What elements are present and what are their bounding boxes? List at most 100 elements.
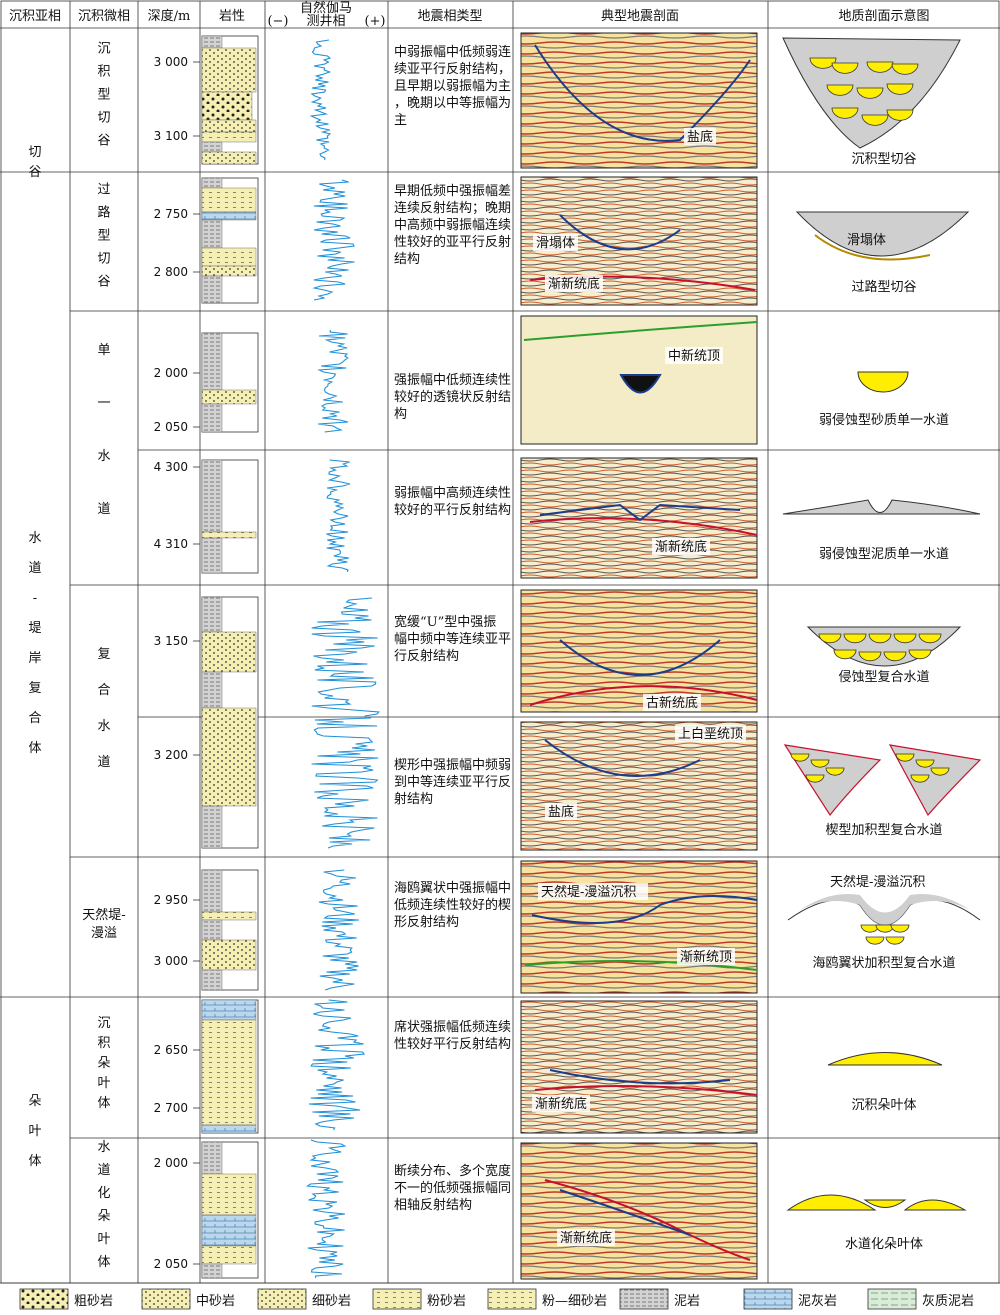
microfacies-label: 型 bbox=[97, 229, 110, 244]
seismic-label-bg bbox=[538, 883, 648, 900]
sand-lens bbox=[818, 633, 842, 644]
seismic-type-text: 结构 bbox=[394, 252, 420, 267]
wedge-channel-fill bbox=[783, 744, 882, 817]
subfacies-label: 体 bbox=[28, 1154, 41, 1169]
depth-label: 3 100 bbox=[154, 129, 188, 143]
sand-lens bbox=[885, 936, 905, 945]
seismic-type-text: 形反射结构 bbox=[394, 914, 459, 930]
depth-label: 2 950 bbox=[154, 893, 188, 907]
seismic-label: 古新统底 bbox=[646, 695, 698, 711]
seismic-type-text: 到中等连续亚平行反 bbox=[394, 774, 511, 790]
lithology-layer-sand bbox=[201, 47, 257, 93]
microfacies-label: 水 bbox=[97, 1140, 110, 1155]
seismic-horizon bbox=[619, 374, 662, 394]
seismic-panel bbox=[520, 860, 758, 994]
depth-label: 3 150 bbox=[154, 634, 188, 648]
depth-label: 2 000 bbox=[154, 1156, 188, 1170]
seismic-type-text: 早期低频中强振幅差 bbox=[394, 184, 511, 199]
gamma-log-curve bbox=[312, 179, 355, 301]
sketch-caption: 海鸥翼状加积型复合水道 bbox=[812, 955, 955, 971]
lithology-layer-silt bbox=[201, 1245, 257, 1265]
seismic-type-text: 中高频中弱振幅连续 bbox=[394, 217, 511, 233]
depth-label: 2 050 bbox=[154, 1257, 188, 1271]
legend-swatch bbox=[19, 1288, 69, 1310]
microfacies-label: 积 bbox=[97, 65, 110, 80]
seismic-type-text: 连续反射结构；晚期 bbox=[394, 200, 511, 216]
lithology-layer-sand bbox=[201, 265, 257, 277]
sketch-label: 天然堤-漫溢沉积 bbox=[830, 874, 925, 890]
lithology-layer-mud bbox=[201, 403, 223, 433]
seismic-label: 渐新统顶 bbox=[680, 949, 732, 965]
seismic-type-text: 续亚平行反射结构， bbox=[394, 61, 511, 77]
gamma-log-curve bbox=[311, 597, 380, 849]
lithology-layer-mud bbox=[201, 332, 223, 391]
microfacies-label: 体 bbox=[97, 1255, 110, 1270]
seismic-label-bg bbox=[545, 803, 577, 820]
legend-label: 泥灰岩 bbox=[798, 1294, 837, 1309]
seismic-horizon bbox=[549, 1069, 731, 1085]
subfacies-label: 复 bbox=[28, 681, 41, 696]
sketch-caption: 沉积型切谷 bbox=[851, 152, 916, 167]
depth-label: 2 700 bbox=[154, 1101, 188, 1115]
sand-lens bbox=[910, 774, 930, 783]
depth-label: 4 300 bbox=[154, 460, 188, 474]
lobe-sheet bbox=[827, 1052, 943, 1066]
seismic-horizon bbox=[544, 739, 701, 777]
header-subfacies: 沉积亚相 bbox=[9, 9, 61, 24]
sand-lens bbox=[826, 84, 854, 96]
gamma-log-curve bbox=[309, 39, 332, 161]
depth-label: 3 000 bbox=[154, 954, 188, 968]
sketch-caption: 弱侵蚀型砂质单一水道 bbox=[819, 412, 949, 428]
microfacies-label: 过 bbox=[97, 183, 110, 198]
seismic-type-text: 不一的低频强振幅同 bbox=[394, 1180, 511, 1196]
lithology-layer-mud bbox=[201, 671, 223, 709]
seismic-type-text: 席状强振幅低频连续 bbox=[394, 1019, 511, 1035]
legend-label: 粉砂岩 bbox=[427, 1294, 466, 1309]
sand-lens bbox=[893, 633, 917, 644]
microfacies-label: 沉 bbox=[97, 1016, 110, 1031]
slump-lines bbox=[814, 234, 931, 261]
lithology-layer-marl bbox=[201, 1124, 257, 1134]
depth-column: 3 000 3 100 2 750 2 800 2 000 2 050 4 300 4 310… bbox=[154, 55, 200, 1271]
seismic-horizon bbox=[559, 639, 721, 676]
lithology-layer-mud bbox=[201, 537, 223, 574]
sand-lens bbox=[886, 83, 914, 95]
microfacies-label: 叶 bbox=[97, 1232, 110, 1247]
seismic-horizon bbox=[539, 503, 741, 522]
microfacies-label: 切 bbox=[97, 111, 110, 126]
lithology-layer-mud bbox=[201, 1263, 223, 1279]
seismic-label: 渐新统底 bbox=[560, 1230, 612, 1246]
sand-lens bbox=[883, 651, 907, 662]
seismic-type-text: 射结构 bbox=[394, 791, 433, 807]
lithology-layer-mud bbox=[201, 177, 223, 189]
seismic-horizon bbox=[524, 960, 758, 971]
seismic-label: 盐底 bbox=[548, 804, 574, 820]
subfacies-label: 堤 bbox=[28, 621, 41, 636]
gamma-log-column bbox=[305, 39, 380, 1279]
seismic-horizon bbox=[529, 685, 758, 706]
microfacies-label: 积 bbox=[97, 1036, 110, 1051]
legend-swatch bbox=[487, 1288, 537, 1310]
microfacies-label: 水 bbox=[97, 449, 110, 464]
seismic-label-bg bbox=[677, 948, 735, 965]
seismic-type-text: 断续分布、多个宽度 bbox=[394, 1163, 511, 1179]
subfacies-label: 合 bbox=[28, 711, 41, 726]
microfacies-label: 型 bbox=[97, 88, 110, 103]
lithology-layer-mud bbox=[201, 275, 223, 304]
seismic-type-text: 幅中频中等连续亚平 bbox=[394, 631, 511, 647]
legend-label: 中砂岩 bbox=[196, 1294, 235, 1309]
header-geo-sketch: 地质剖面示意图 bbox=[838, 8, 929, 24]
sand-lens bbox=[856, 87, 884, 99]
depth-label: 2 050 bbox=[154, 420, 188, 434]
seismic-panel bbox=[520, 1000, 758, 1134]
seismic-label: 天然堤-漫溢沉积 bbox=[541, 884, 636, 900]
geologic-sketch-column: 沉积型切谷过路型切谷弱侵蚀型砂质单一水道弱侵蚀型泥质单一水道侵蚀型复合水道楔型加… bbox=[782, 37, 982, 1252]
gamma-log-curve bbox=[317, 329, 349, 433]
seismic-type-text: 主 bbox=[394, 113, 407, 128]
legend-label: 泥岩 bbox=[674, 1294, 700, 1309]
subfacies-label: 切 bbox=[28, 145, 41, 160]
lithology-layer-silt bbox=[201, 247, 257, 267]
sand-lens bbox=[930, 767, 950, 776]
sand-lens bbox=[861, 114, 889, 126]
